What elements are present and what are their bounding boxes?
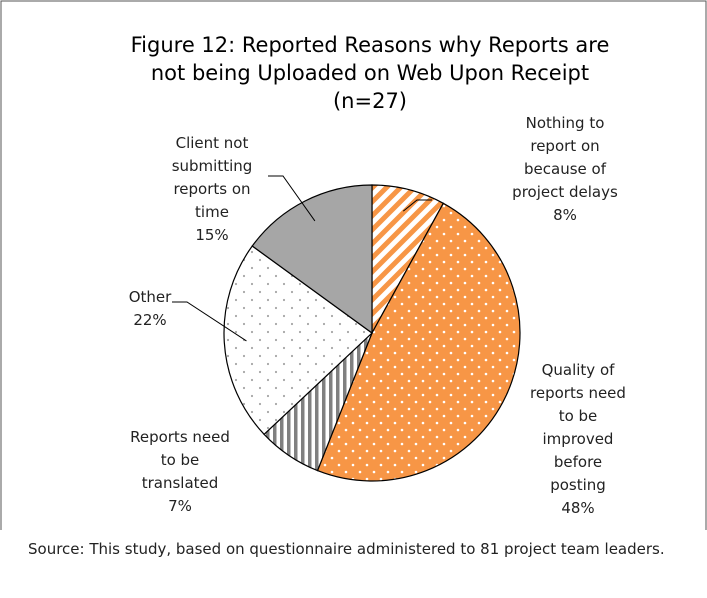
leader-line <box>172 301 247 342</box>
slice-label: project delays <box>512 183 618 201</box>
value-label: 8% <box>553 206 577 224</box>
slice-label: to be <box>559 407 598 425</box>
value-label: 22% <box>133 311 166 329</box>
slice-label: reports on <box>173 180 250 198</box>
slice-label: Nothing to <box>526 114 605 132</box>
value-label: 48% <box>561 499 594 517</box>
pie-slice <box>223 245 373 436</box>
pie-slice <box>251 184 373 335</box>
value-label: 7% <box>168 497 192 515</box>
slice-label: time <box>195 203 229 221</box>
slice-label: Client not <box>176 134 249 152</box>
pie-slice <box>316 202 521 482</box>
leader-line <box>268 175 316 222</box>
slice-label: report on <box>530 137 599 155</box>
frame <box>0 0 707 530</box>
slice-label: to be <box>161 451 200 469</box>
slice-label: before <box>554 453 602 471</box>
chart-title: not being Uploaded on Web Upon Receipt <box>151 61 589 85</box>
slice-label: Reports need <box>130 428 230 446</box>
source-note: Source: This study, based on questionnai… <box>28 540 665 558</box>
slice-label: Quality of <box>542 361 616 379</box>
value-label: 15% <box>195 226 228 244</box>
chart-title: (n=27) <box>333 89 407 113</box>
slice-label: reports need <box>530 384 626 402</box>
slice-label: Other <box>129 288 172 306</box>
chart: Figure 12: Reported Reasons why Reports … <box>0 0 707 530</box>
slice-label: submitting <box>172 157 253 175</box>
slice-label: because of <box>524 160 607 178</box>
slice-label: translated <box>142 474 219 492</box>
leader-line <box>402 199 432 212</box>
slice-label: posting <box>550 476 606 494</box>
slice-label: improved <box>543 430 614 448</box>
chart-title: Figure 12: Reported Reasons why Reports … <box>131 33 610 57</box>
